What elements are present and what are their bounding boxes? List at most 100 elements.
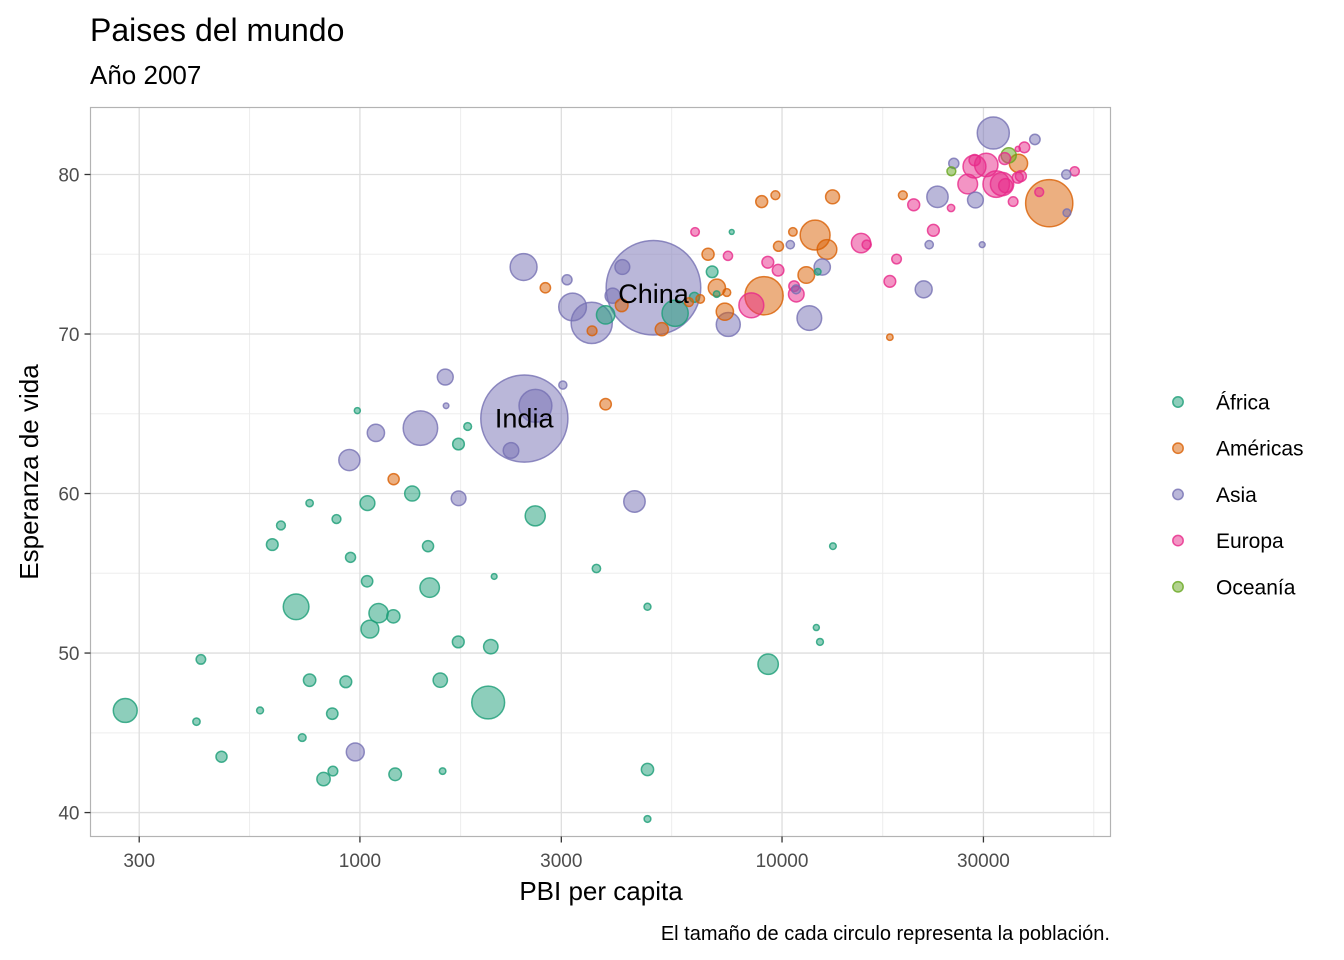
data-point [968,153,982,167]
data-point [302,673,317,688]
data-point [451,437,466,451]
data-point [463,421,473,432]
data-point [360,619,380,639]
data-point [924,239,935,250]
data-point [419,577,441,599]
data-point [586,325,598,337]
data-point [695,293,706,304]
y-tick-label: 60 [58,485,79,506]
x-tick-label: 30000 [957,851,1010,872]
data-point [509,252,538,282]
legend: África Américas Asia Europa Oceanía [1172,392,1304,599]
data-point [997,177,1014,194]
data-point [614,258,631,276]
y-tick-label: 50 [58,644,79,665]
data-point [402,410,439,447]
data-point [643,602,652,612]
data-point [359,494,376,512]
data-point [282,593,310,621]
data-point [345,742,365,762]
data-point [436,368,454,386]
x-axis: 300 1000 3000 10000 30000 [123,836,1010,872]
x-tick-label: 1000 [339,851,381,872]
data-point [957,173,979,195]
data-point [828,542,838,551]
y-tick-label: 80 [58,165,79,186]
data-point [661,299,689,328]
data-point [796,304,823,332]
data-point [386,609,401,624]
data-point [442,402,450,410]
data-point [861,239,873,250]
data-point [891,253,903,265]
data-point [966,191,985,209]
data-point [1014,169,1028,183]
legend-label: África [1216,392,1270,415]
data-point [482,638,499,655]
legend-label: Oceanía [1216,576,1296,599]
legend-key [1172,396,1184,408]
data-point [946,166,957,177]
legend-label: Asia [1216,484,1257,507]
data-point [728,228,735,236]
data-point [978,240,986,249]
data-point [1007,196,1019,208]
legend-key [1172,534,1184,547]
data-point [524,505,547,527]
data-point [604,287,621,305]
point-annotation: China [618,279,690,309]
data-point [722,250,734,262]
data-point [946,203,956,213]
data-point [640,762,655,777]
legend-label: Europa [1216,530,1284,553]
data-point [557,292,588,322]
data-point [623,490,646,513]
data-points [112,116,1081,824]
data-point [195,653,207,665]
data-point [112,697,138,724]
data-point [812,623,821,632]
data-point [998,151,1012,166]
data-point [926,223,941,237]
data-point [722,287,732,298]
data-point [331,513,342,525]
legend-key [1172,488,1184,501]
data-point [591,563,602,574]
data-point [599,397,613,411]
data-point [451,635,465,649]
data-point [403,485,421,502]
y-tick-label: 70 [58,325,79,346]
data-point [388,767,403,782]
data-point [339,675,353,689]
data-point [815,637,825,647]
data-point [344,551,357,564]
data-point [316,771,331,787]
data-point [338,448,361,472]
data-point [813,267,822,276]
data-point [432,672,449,689]
data-point [502,441,520,460]
data-point [770,190,781,201]
data-point [761,255,775,269]
data-point [325,707,339,721]
data-point [772,240,785,253]
data-point [883,274,897,288]
data-point [897,190,908,201]
data-point [715,302,735,322]
data-point [421,539,435,553]
data-point [353,406,362,415]
y-axis-title: Esperanza de vida [14,364,44,580]
data-point [1024,178,1074,228]
data-point [192,717,201,727]
data-point [683,296,695,308]
data-point [824,189,841,205]
x-axis-title: PBI per capita [519,876,683,906]
data-point [787,226,798,237]
data-point [976,116,1011,150]
data-point [297,733,307,743]
data-point [690,226,701,237]
data-point [255,706,265,715]
data-point [450,490,467,507]
data-point [360,574,374,588]
data-point [471,685,506,720]
